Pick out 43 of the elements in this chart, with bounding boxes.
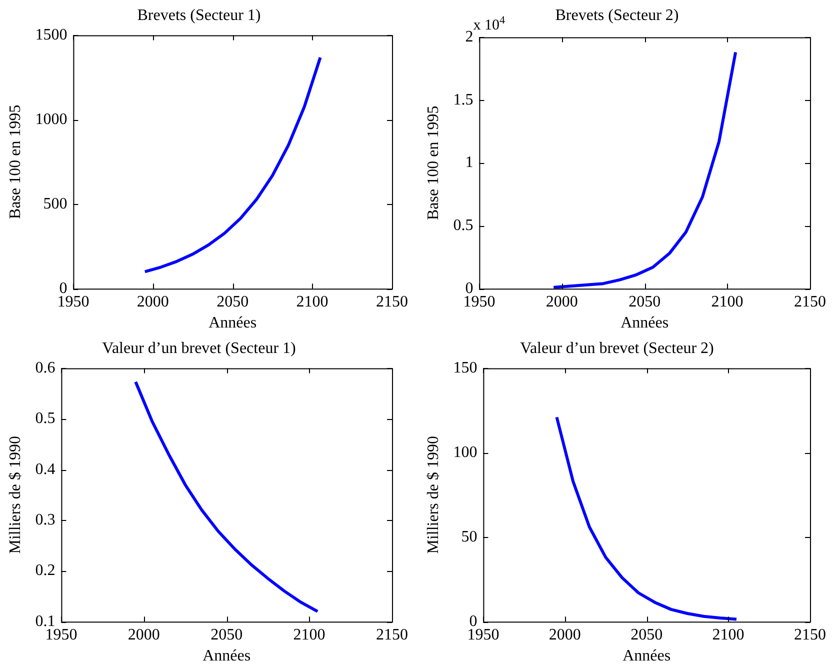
x-tick-label: 2100	[296, 293, 328, 310]
y-tick-label: 1.5	[453, 91, 474, 108]
x-tick-label: 2050	[628, 293, 661, 310]
chart-title: Valeur d’un brevet (Secteur 1)	[102, 340, 296, 357]
x-axis-title: Années	[622, 648, 671, 665]
x-tick-label: 2000	[136, 293, 169, 310]
y-tick-label: 500	[43, 195, 68, 212]
x-tick-label: 2100	[712, 626, 744, 644]
y-tick-label: 50	[461, 528, 478, 546]
x-tick-label: 2150	[376, 293, 408, 310]
y-tick-label: 0.5	[35, 410, 56, 428]
y-tick-label: 0.3	[35, 511, 56, 528]
x-tick-label: 2100	[293, 626, 326, 644]
x-tick-label: 2150	[794, 626, 826, 644]
y-tick-label: 150	[453, 359, 478, 376]
chart-title: Brevets (Secteur 2)	[555, 6, 679, 24]
x-tick-label: 2050	[630, 626, 663, 644]
y-tick-label: 1000	[35, 110, 68, 128]
x-tick-label: 2000	[546, 293, 578, 310]
y-tick-label: 100	[453, 444, 478, 461]
x-tick-label: 2050	[216, 293, 249, 310]
x-tick-label: 2150	[376, 626, 408, 644]
x-tick-label: 2000	[548, 626, 581, 644]
x-axis-title: Années	[202, 648, 251, 665]
x-tick-label: 2050	[210, 626, 243, 644]
x-tick-label: 2000	[128, 626, 160, 644]
y-axis-title: Base 100 en 1995	[424, 106, 442, 220]
chart-title: Brevets (Secteur 1)	[137, 6, 261, 24]
y-axis-title: Milliers de $ 1990	[424, 436, 442, 554]
y-tick-label: 0.2	[35, 562, 56, 580]
x-tick-label: 2150	[794, 293, 826, 310]
x-axis-title: Années	[620, 314, 669, 332]
y-tick-label: 0.4	[35, 460, 56, 478]
y-tick-label: 1	[465, 154, 474, 172]
y-tick-label: 1500	[35, 26, 68, 44]
x-axis-title: Années	[208, 314, 257, 332]
y-axis-title: Milliers de $ 1990	[6, 436, 24, 554]
chart-title: Valeur d’un brevet (Secteur 2)	[520, 340, 714, 357]
y-axis-title: Base 100 en 1995	[6, 104, 24, 219]
y-tick-label: 2	[465, 28, 474, 46]
y-tick-label: 0.6	[35, 359, 56, 376]
x-tick-label: 2100	[711, 293, 744, 310]
y-tick-label: 0.5	[453, 216, 474, 234]
